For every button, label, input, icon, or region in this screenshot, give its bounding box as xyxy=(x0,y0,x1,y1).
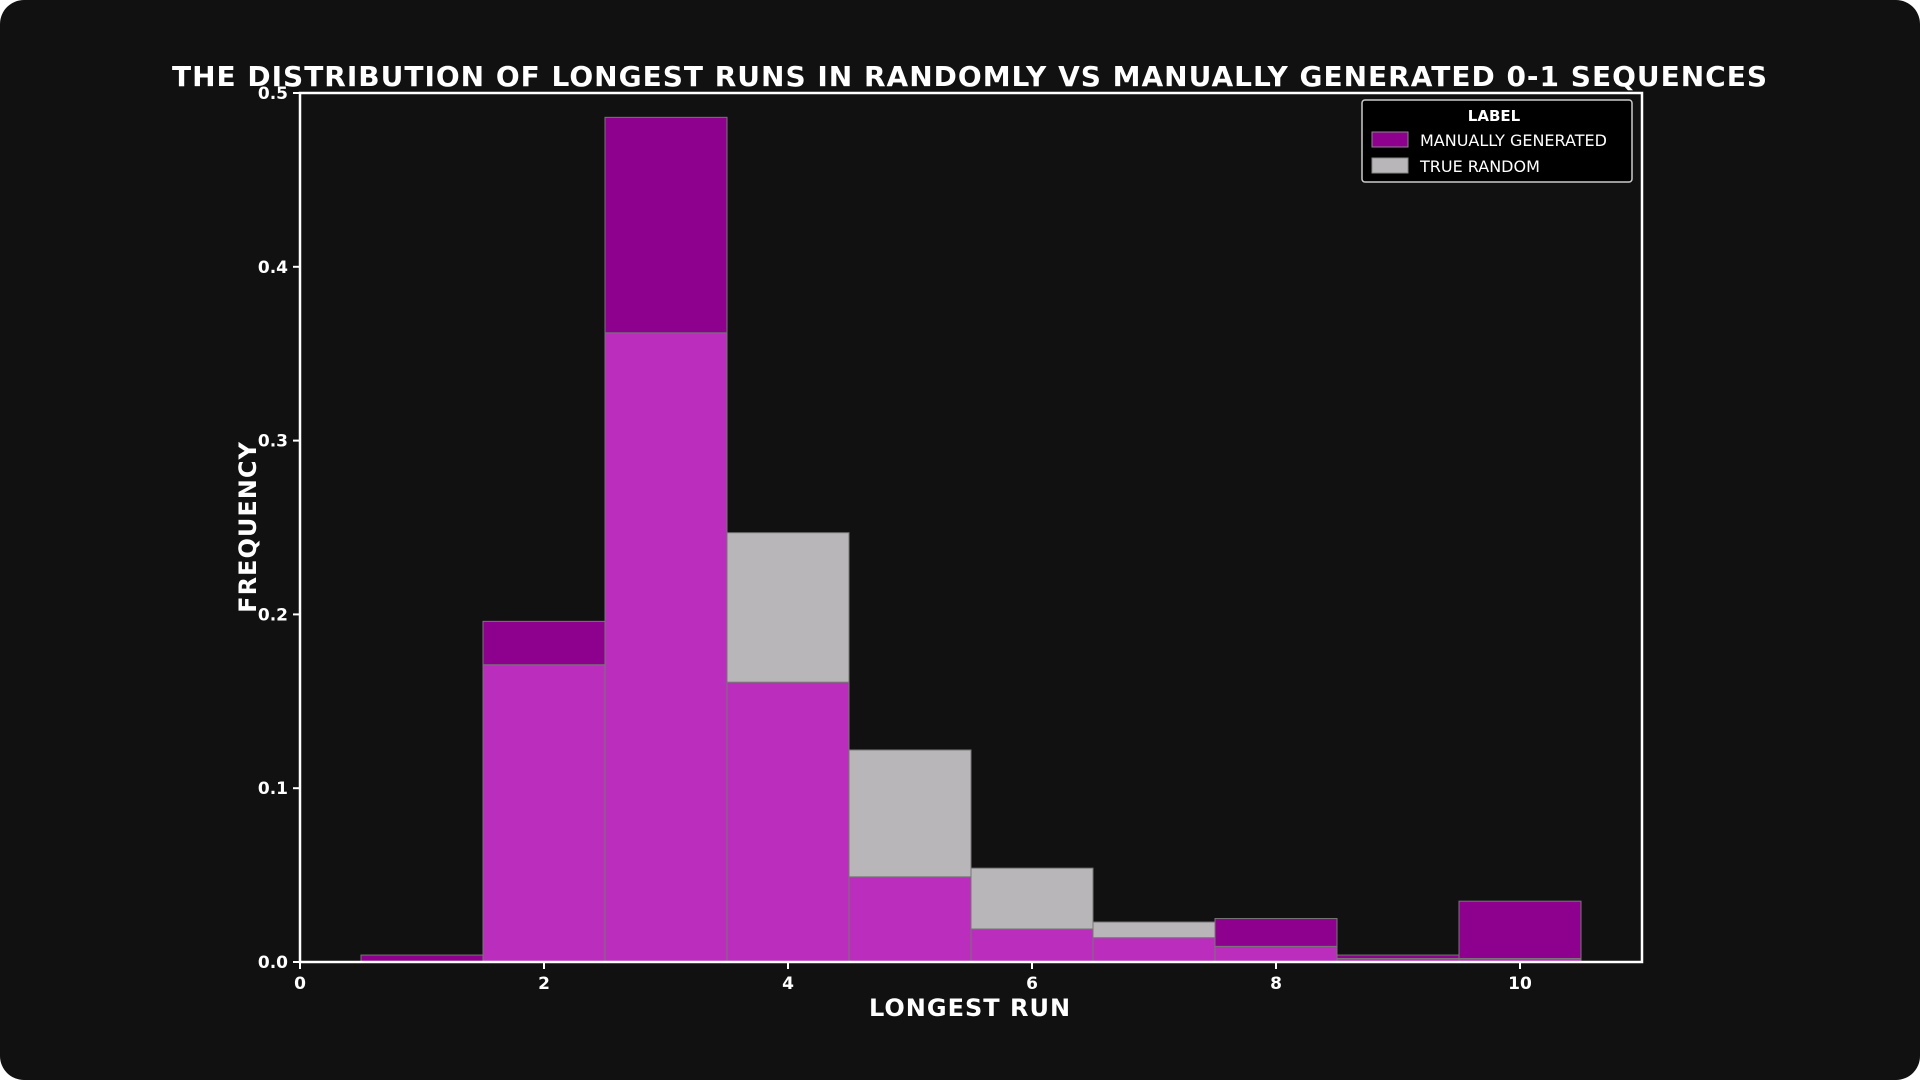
y-tick-label-0.1: 0.1 xyxy=(258,779,288,799)
bar-overlap-5 xyxy=(848,876,972,963)
x-tick-label-8: 8 xyxy=(1270,974,1282,994)
y-tick-label-0.5: 0.5 xyxy=(258,84,288,104)
x-tick-label-4: 4 xyxy=(782,974,794,994)
bar-random-7 xyxy=(1092,921,1216,939)
y-tick-label-0.2: 0.2 xyxy=(258,605,288,625)
bar-random-6 xyxy=(970,867,1094,930)
bars-group xyxy=(360,116,1582,963)
bar-overlap-2 xyxy=(482,664,606,963)
legend-box xyxy=(1361,99,1633,183)
bar-overlap-6 xyxy=(970,928,1094,963)
y-tick-label-0.0: 0.0 xyxy=(258,953,288,973)
x-tick-label-0: 0 xyxy=(294,974,306,994)
y-axis-label: FREQUENCY xyxy=(234,441,262,613)
y-ticks: 0.0 0.1 0.2 0.3 0.4 0.5 xyxy=(258,84,300,973)
x-tick-label-6: 6 xyxy=(1026,974,1038,994)
legend-label-random: TRUE RANDOM xyxy=(1419,157,1540,176)
bar-overlap-8 xyxy=(1214,945,1338,963)
bar-manual-2 xyxy=(482,620,606,666)
bar-overlap-7 xyxy=(1092,937,1216,963)
plot-frame xyxy=(298,91,1644,964)
bar-random-4 xyxy=(726,532,850,683)
plot-border xyxy=(298,91,1644,964)
x-tick-label-10: 10 xyxy=(1508,974,1532,994)
bar-random-5 xyxy=(848,749,972,878)
x-axis-label: LONGEST RUN xyxy=(869,994,1071,1022)
legend-swatch-random xyxy=(1371,157,1409,174)
legend-label-manual: MANUALLY GENERATED xyxy=(1420,131,1607,150)
legend-title: LABEL xyxy=(1468,107,1521,125)
bar-manual-9 xyxy=(1336,954,1460,960)
chart-title: THE DISTRIBUTION OF LONGEST RUNS IN RAND… xyxy=(172,60,1768,93)
y-tick-label-0.4: 0.4 xyxy=(258,258,288,278)
bar-manual-8 xyxy=(1214,918,1338,947)
legend: LABEL MANUALLY GENERATED TRUE RANDOM xyxy=(1361,99,1633,183)
x-tick-label-2: 2 xyxy=(538,974,550,994)
bar-manual-3 xyxy=(604,116,728,334)
bar-manual-10 xyxy=(1458,900,1582,960)
x-ticks: 0 2 4 6 8 10 xyxy=(294,962,1532,994)
bar-overlap-4 xyxy=(726,681,850,963)
legend-swatch-manual xyxy=(1371,131,1409,148)
bar-overlap-3 xyxy=(604,332,728,963)
y-tick-label-0.3: 0.3 xyxy=(258,432,288,452)
